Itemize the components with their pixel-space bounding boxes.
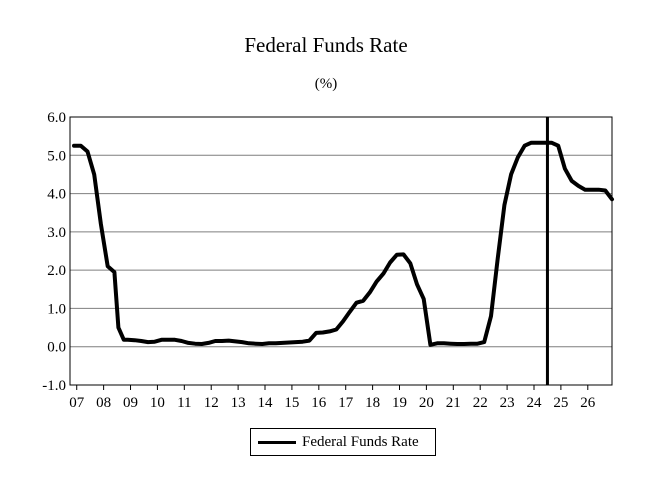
legend-label: Federal Funds Rate bbox=[302, 433, 419, 450]
series-line-federal-funds-rate bbox=[72, 140, 614, 347]
x-tick-label: 15 bbox=[284, 395, 299, 411]
x-tick-label: 10 bbox=[150, 395, 165, 411]
y-tick-label: 5.0 bbox=[47, 148, 66, 164]
y-tick-label: 4.0 bbox=[47, 187, 66, 203]
chart-title: Federal Funds Rate bbox=[244, 33, 408, 57]
x-tick-label: 20 bbox=[419, 395, 434, 411]
x-tick-label: 19 bbox=[392, 395, 407, 411]
plot-frame bbox=[69, 116, 613, 386]
x-tick-label: 24 bbox=[526, 395, 542, 411]
y-tick-label: 2.0 bbox=[47, 263, 66, 279]
y-tick-label: 6.0 bbox=[47, 110, 66, 126]
x-tick-label: 11 bbox=[177, 395, 191, 411]
x-tick-label: 22 bbox=[473, 395, 488, 411]
y-tick-label: 1.0 bbox=[47, 301, 66, 317]
legend: Federal Funds Rate bbox=[250, 428, 436, 456]
y-tick-label: 3.0 bbox=[47, 225, 66, 241]
x-tick-label: 12 bbox=[204, 395, 219, 411]
x-tick-label: 09 bbox=[123, 395, 138, 411]
x-tick-label: 16 bbox=[311, 395, 327, 411]
y-tick-label: 0.0 bbox=[47, 340, 66, 356]
x-tick-label: 21 bbox=[446, 395, 461, 411]
chart-subtitle: (%) bbox=[314, 76, 338, 92]
y-tick-label: -1.0 bbox=[42, 378, 66, 394]
x-tick-label: 26 bbox=[580, 395, 596, 411]
x-tick-label: 08 bbox=[96, 395, 111, 411]
x-tick-label: 17 bbox=[338, 395, 354, 411]
x-tick-label: 25 bbox=[553, 395, 568, 411]
x-tick-label: 07 bbox=[69, 395, 85, 411]
x-tick-label: 14 bbox=[258, 395, 274, 411]
x-tick-label: 18 bbox=[365, 395, 380, 411]
x-tick-label: 13 bbox=[231, 395, 246, 411]
x-tick-label: 23 bbox=[500, 395, 515, 411]
legend-line-swatch bbox=[258, 440, 296, 444]
